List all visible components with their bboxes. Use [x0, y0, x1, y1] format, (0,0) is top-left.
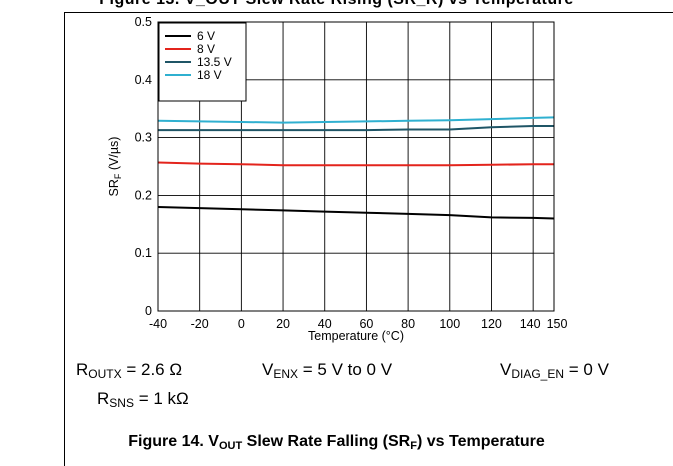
y-tick-label: 0.1: [135, 246, 152, 260]
series-layer: [157, 116, 555, 220]
slew-rate-chart: -40 -20 0 20 40 60 80 100 120 140 150 0 0.1 0.2 0.3 0.4…: [107, 15, 568, 343]
series-line-8-V: [157, 161, 554, 167]
x-tick-label: 150: [547, 317, 568, 331]
tick-labels-layer: -40 -20 0 20 40 60 80 100 120 140 150 0 0.1 0.2 0.3 0.4…: [135, 15, 568, 331]
figure-frame: [64, 12, 673, 466]
y-tick-label: 0.3: [135, 131, 152, 145]
legend-label: 18 V: [197, 68, 222, 82]
y-tick-label: 0.2: [135, 188, 152, 202]
y-axis-label: SRF (V/µs): [107, 137, 123, 197]
legend: 6 V8 V13.5 V18 V: [158, 22, 247, 102]
series-line-6-V: [157, 206, 555, 220]
x-tick-label: 80: [401, 317, 415, 331]
legend-label: 6 V: [197, 29, 215, 43]
y-axis-label-sub: F: [113, 173, 123, 179]
plot-border: [157, 21, 555, 312]
x-tick-label: 20: [276, 317, 290, 331]
condition-vdiag-en: VDIAG_EN = 0 V: [500, 360, 609, 381]
x-tick-label: 120: [481, 317, 502, 331]
condition-venx: VENX = 5 V to 0 V: [262, 360, 393, 381]
condition-rsns: RSNS = 1 kΩ: [97, 389, 189, 410]
y-axis-label-unit: (V/µs): [107, 137, 121, 174]
x-tick-label: 40: [318, 317, 332, 331]
cut-off-header: Figure 13. V_OUT Slew Rate Rising (SR_R)…: [0, 0, 673, 14]
x-tick-label: -40: [149, 317, 167, 331]
y-tick-label: 0.5: [135, 15, 152, 29]
x-tick-label: 60: [359, 317, 373, 331]
legend-label: 13.5 V: [197, 55, 232, 69]
x-axis-label: Temperature (°C): [308, 329, 404, 343]
y-axis-label-main: SR: [107, 179, 121, 196]
y-tick-label: 0.4: [135, 73, 152, 87]
x-tick-label: 100: [439, 317, 460, 331]
condition-routx: ROUTX = 2.6 Ω: [76, 360, 183, 381]
figure-caption: Figure 14. VOUT Slew Rate Falling (SRF) …: [128, 433, 545, 452]
legend-label: 8 V: [197, 42, 215, 56]
x-tick-label: -20: [191, 317, 209, 331]
x-tick-label: 140: [520, 317, 541, 331]
y-tick-label: 0: [145, 304, 152, 318]
series-line-18-V: [157, 116, 555, 124]
cut-off-caption-text: Figure 13. V_OUT Slew Rate Rising (SR_R)…: [0, 0, 673, 9]
series-line-13-5-V: [158, 125, 554, 132]
x-tick-label: 0: [238, 317, 245, 331]
